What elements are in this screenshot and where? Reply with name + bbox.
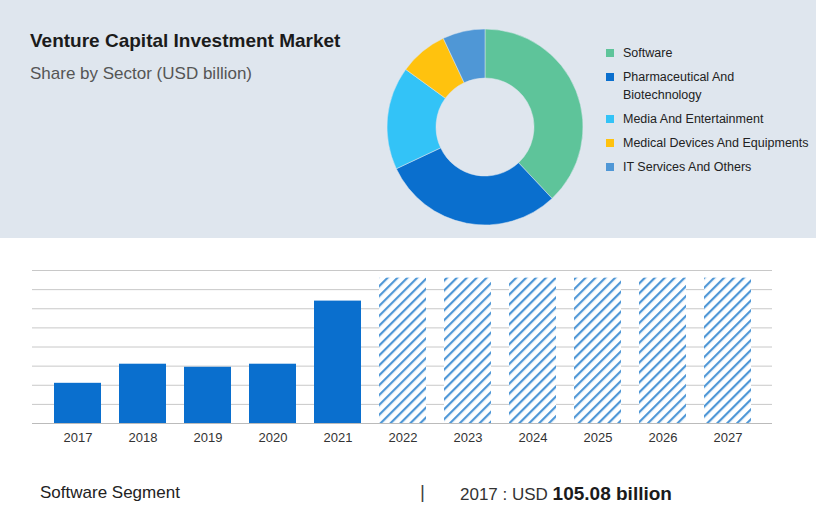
html-text:Media And Entertainment: Media And Entertainment xyxy=(623,112,764,126)
html-text:Share by Sector (USD billion): Share by Sector (USD billion) xyxy=(30,64,252,83)
svg-text:2022: 2022 xyxy=(389,430,418,445)
html-text:Software Segment: Software Segment xyxy=(40,483,180,502)
svg-text:2018: 2018 xyxy=(129,430,158,445)
svg-text:2025: 2025 xyxy=(584,430,613,445)
svg-text:2021: 2021 xyxy=(324,430,353,445)
html-text:Venture Capital Investment Mar: Venture Capital Investment Market xyxy=(30,30,341,51)
svg-text:2026: 2026 xyxy=(649,430,678,445)
svg-text:2023: 2023 xyxy=(454,430,483,445)
svg-text:2027: 2027 xyxy=(714,430,743,445)
html-text:Pharmaceutical And Biotechnolo: Pharmaceutical And Biotechnology xyxy=(623,70,735,102)
svg-text:2020: 2020 xyxy=(259,430,288,445)
html-text:2017 : USD 105.08 billion: 2017 : USD 105.08 billion xyxy=(460,483,672,504)
svg-text:2019: 2019 xyxy=(194,430,223,445)
html-text:Software: Software xyxy=(623,46,673,60)
svg-text:2017: 2017 xyxy=(64,430,93,445)
html-text:IT Services And Others: IT Services And Others xyxy=(623,160,752,174)
svg-text:2024: 2024 xyxy=(519,430,548,445)
html-text:Medical Devices And Equipments: Medical Devices And Equipments xyxy=(623,136,809,150)
